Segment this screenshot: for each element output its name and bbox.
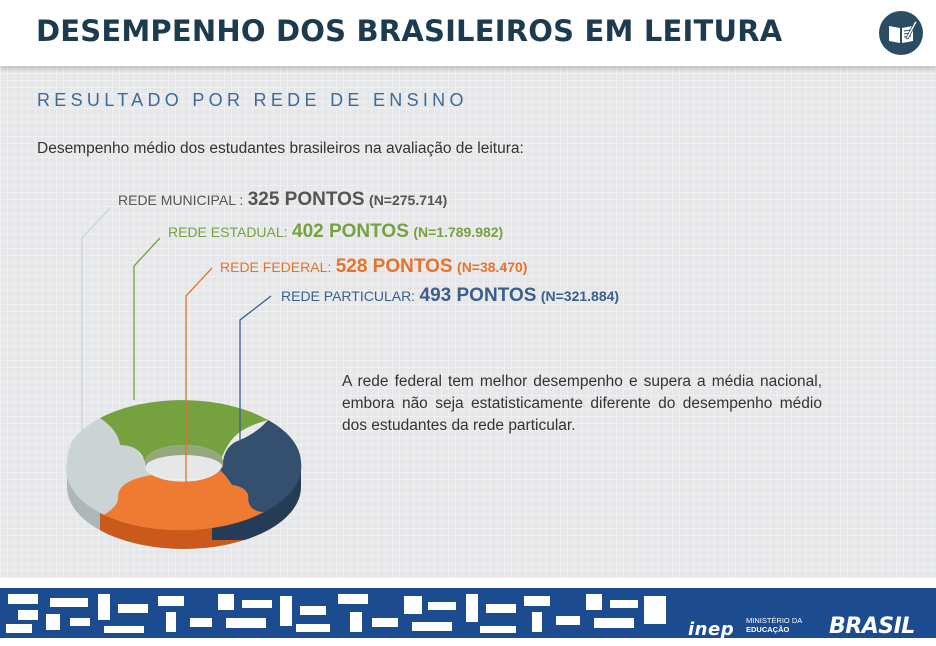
donut-top-federal (104, 470, 264, 531)
note-paragraph: A rede federal tem melhor desempenho e s… (342, 373, 822, 434)
brasil-logo: BRASIL (829, 614, 915, 639)
section-subtitle: RESULTADO POR REDE DE ENSINO (37, 90, 468, 110)
result-points: 528 PONTOS (335, 256, 453, 277)
result-n: (N=1.789.982) (413, 224, 504, 240)
result-points: 402 PONTOS (292, 221, 409, 242)
book-pen-icon (879, 11, 923, 55)
result-particular: REDE PARTICULAR: 493 PONTOS (N=321.884) (281, 285, 619, 307)
result-points: 325 PONTOS (247, 189, 365, 210)
result-label: REDE MUNICIPAL : (118, 192, 244, 208)
result-n: (N=321.884) (540, 288, 620, 304)
ministry-line-1: MINISTÉRIO DA (746, 616, 803, 625)
result-n: (N=38.470) (457, 259, 528, 275)
intro-text: Desempenho médio dos estudantes brasilei… (37, 140, 524, 157)
result-label: REDE ESTADUAL: (168, 224, 288, 240)
result-estadual: REDE ESTADUAL: 402 PONTOS (N=1.789.982) (168, 221, 503, 243)
leader-line-estadual (133, 237, 161, 400)
result-points: 493 PONTOS (419, 285, 537, 306)
footer-band (0, 588, 936, 638)
page-title: DESEMPENHO DOS BRASILEIROS EM LEITURA (36, 14, 783, 48)
result-federal: REDE FEDERAL: 528 PONTOS (N=38.470) (220, 256, 527, 278)
result-label: REDE FEDERAL: (220, 259, 332, 275)
pattern-graphic (6, 594, 666, 633)
donut-top-estadual (100, 400, 268, 462)
header: DESEMPENHO DOS BRASILEIROS EM LEITURA (0, 0, 936, 66)
result-municipal: REDE MUNICIPAL : 325 PONTOS (N=275.714) (118, 189, 447, 211)
result-n: (N=275.714) (369, 192, 448, 208)
content-area (0, 66, 936, 578)
puzzle-donut-illustration (66, 207, 302, 549)
ministry-line-2: EDUCAÇÃO (746, 625, 790, 634)
footer: inep MINISTÉRIO DA EDUCAÇÃO BRASIL GOVER… (0, 578, 936, 646)
leader-line-particular (239, 295, 272, 440)
leader-line-federal (185, 267, 213, 492)
leader-line-municipal (81, 207, 111, 455)
donut-top-particular (220, 420, 302, 512)
governo-federal-text: GOVERNO FEDERAL (842, 639, 920, 645)
result-label: REDE PARTICULAR: (281, 288, 416, 304)
inep-logo: inep (688, 619, 735, 640)
